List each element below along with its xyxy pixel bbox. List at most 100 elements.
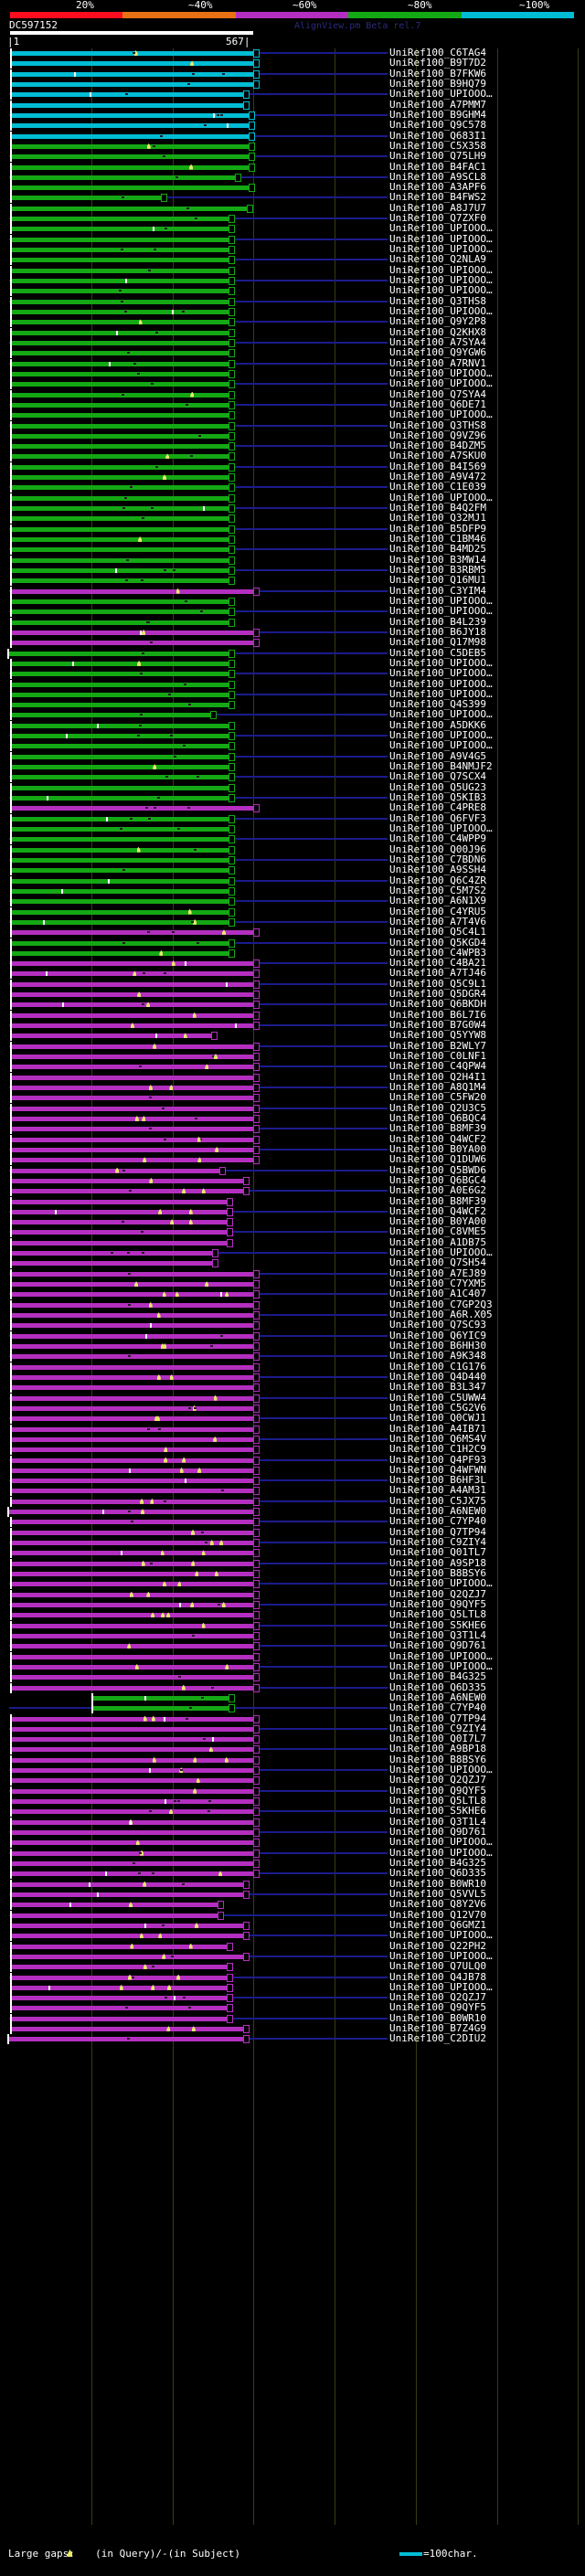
hit-row[interactable] xyxy=(0,493,585,504)
hit-label[interactable]: UniRef100_Q4WFWN xyxy=(389,1463,486,1476)
hit-label[interactable]: UniRef100_B9HQ79 xyxy=(389,77,486,90)
hit-row[interactable] xyxy=(0,1052,585,1063)
hit-row[interactable] xyxy=(0,1703,585,1714)
hsp-bar[interactable] xyxy=(10,154,249,160)
hsp-bar[interactable] xyxy=(10,816,229,822)
hit-label[interactable]: UniRef100_Q6D335 xyxy=(389,1680,486,1693)
hsp-bar[interactable] xyxy=(10,175,235,180)
hit-label[interactable]: UniRef100_B4G325 xyxy=(389,1670,486,1683)
hit-label[interactable]: UniRef100_B4FAC1 xyxy=(389,160,486,173)
hit-label[interactable]: UniRef100_Q9YGW6 xyxy=(389,346,486,359)
hsp-bar[interactable] xyxy=(10,1934,243,1939)
hsp-bar[interactable] xyxy=(10,1344,253,1349)
hsp-bar[interactable] xyxy=(10,1479,253,1484)
hit-label[interactable]: UniRef100_Q2QZJ7 xyxy=(389,1991,486,2004)
hit-row[interactable] xyxy=(0,1237,585,1248)
hsp-bar[interactable] xyxy=(10,320,229,325)
hit-row[interactable] xyxy=(0,1838,585,1849)
hsp-bar[interactable] xyxy=(10,1726,253,1732)
hsp-bar[interactable] xyxy=(10,713,210,718)
hit-label[interactable]: UniRef100_Q9C578 xyxy=(389,119,486,132)
hit-label[interactable]: UniRef100_A9K348 xyxy=(389,1350,486,1362)
hit-row[interactable] xyxy=(0,885,585,896)
hit-label[interactable]: UniRef100_B4Q2FM xyxy=(389,502,486,514)
hit-row[interactable] xyxy=(0,1476,585,1487)
hit-row[interactable] xyxy=(0,79,585,90)
hsp-bar[interactable] xyxy=(10,371,229,376)
hsp-bar[interactable] xyxy=(10,1271,253,1277)
hsp-bar[interactable] xyxy=(10,495,229,501)
hit-row[interactable] xyxy=(0,214,585,225)
hsp-bar[interactable] xyxy=(10,1447,253,1453)
hit-row[interactable] xyxy=(0,596,585,607)
hit-label[interactable]: UniRef100_UPIOOO… xyxy=(389,1659,493,1672)
hsp-bar[interactable] xyxy=(10,1633,253,1638)
hit-row[interactable] xyxy=(0,1362,585,1373)
hit-label[interactable]: UniRef100_Q6FVF3 xyxy=(389,811,486,824)
hsp-bar[interactable] xyxy=(10,1830,253,1836)
hit-label[interactable]: UniRef100_B7FKW6 xyxy=(389,67,486,80)
hit-label[interactable]: UniRef100_Q2KHX8 xyxy=(389,325,486,338)
hit-row[interactable] xyxy=(0,1124,585,1135)
hit-label[interactable]: UniRef100_B8BSY6 xyxy=(389,1567,486,1580)
hit-row[interactable] xyxy=(0,203,585,214)
hsp-bar[interactable] xyxy=(10,1230,227,1235)
hit-label[interactable]: UniRef100_Q5BWD6 xyxy=(389,1163,486,1176)
hit-label[interactable]: UniRef100_B2WLY7 xyxy=(389,1039,486,1052)
hit-row[interactable] xyxy=(0,1434,585,1445)
hsp-bar[interactable] xyxy=(10,217,229,222)
hsp-bar[interactable] xyxy=(10,423,229,429)
hit-label[interactable]: UniRef100_B8MF39 xyxy=(389,1194,486,1207)
hit-label[interactable]: UniRef100_B6L7I6 xyxy=(389,1008,486,1021)
hsp-bar[interactable] xyxy=(10,785,229,790)
hit-row[interactable] xyxy=(0,1310,585,1321)
hsp-bar[interactable] xyxy=(10,133,249,139)
hit-row[interactable] xyxy=(0,193,585,204)
hit-row[interactable] xyxy=(0,1538,585,1549)
hsp-bar[interactable] xyxy=(10,981,253,987)
hit-label[interactable]: UniRef100_C7GP2Q3 xyxy=(389,1298,493,1310)
hit-row[interactable] xyxy=(0,100,585,111)
hit-row[interactable] xyxy=(0,1641,585,1652)
hsp-bar[interactable] xyxy=(10,258,229,263)
hit-row[interactable] xyxy=(0,1920,585,1931)
hsp-bar[interactable] xyxy=(10,1323,253,1329)
hsp-bar[interactable] xyxy=(10,1002,253,1008)
hit-label[interactable]: UniRef100_Q6C4ZR xyxy=(389,874,486,886)
hsp-bar[interactable] xyxy=(10,123,249,129)
hit-label[interactable]: UniRef100_Q6BQC4 xyxy=(389,1111,486,1124)
hsp-bar[interactable] xyxy=(7,651,229,656)
hsp-bar[interactable] xyxy=(10,672,229,677)
hit-label[interactable]: UniRef100_UPIOOO… xyxy=(389,491,493,504)
hit-label[interactable]: UniRef100_C5JX75 xyxy=(389,1494,486,1507)
hit-label[interactable]: UniRef100_Q7ULQ0 xyxy=(389,1960,486,1973)
hsp-bar[interactable] xyxy=(10,1541,253,1546)
hit-label[interactable]: UniRef100_A9V472 xyxy=(389,471,486,483)
hit-label[interactable]: UniRef100_Q1DUW6 xyxy=(389,1153,486,1166)
hit-row[interactable] xyxy=(0,1021,585,1032)
hit-label[interactable]: UniRef100_A6R.X05 xyxy=(389,1309,493,1321)
hit-label[interactable]: UniRef100_Q6YIC9 xyxy=(389,1329,486,1341)
hit-row[interactable] xyxy=(0,2024,585,2035)
hit-label[interactable]: UniRef100_A0E6G2 xyxy=(389,1184,486,1197)
hsp-bar[interactable] xyxy=(10,1850,253,1856)
hit-label[interactable]: UniRef100_C9ZIY4 xyxy=(389,1722,486,1734)
hit-label[interactable]: UniRef100_UPIOOO… xyxy=(389,1846,493,1859)
hit-label[interactable]: UniRef100_C0LNF1 xyxy=(389,1050,486,1063)
hsp-bar[interactable] xyxy=(10,506,229,512)
hsp-bar[interactable] xyxy=(10,1178,243,1183)
hit-row[interactable] xyxy=(0,1496,585,1507)
hsp-bar[interactable] xyxy=(10,1189,243,1194)
hit-row[interactable] xyxy=(0,1299,585,1310)
hit-row[interactable] xyxy=(0,1445,585,1456)
hit-label[interactable]: UniRef100_B0YA00 xyxy=(389,1215,486,1228)
hit-label[interactable]: UniRef100_Q0CWJ1 xyxy=(389,1412,486,1425)
hsp-bar[interactable] xyxy=(10,1158,253,1163)
hsp-bar[interactable] xyxy=(10,992,253,998)
hsp-bar[interactable] xyxy=(10,1903,218,1908)
hit-row[interactable] xyxy=(0,1289,585,1300)
hit-label[interactable]: UniRef100_Q9D761 xyxy=(389,1826,486,1839)
hit-row[interactable] xyxy=(0,1175,585,1186)
hsp-bar[interactable] xyxy=(10,279,229,284)
hsp-bar[interactable] xyxy=(10,1530,253,1535)
